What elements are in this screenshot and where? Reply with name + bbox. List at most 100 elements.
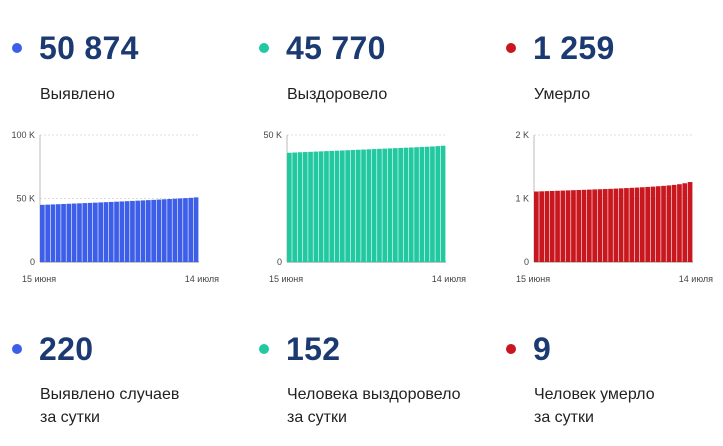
deaths-total-value: 1 259 xyxy=(533,30,615,66)
deaths-dot-icon xyxy=(506,43,516,53)
deaths-bar xyxy=(645,186,650,262)
detected-bar xyxy=(98,202,103,262)
deaths-bar xyxy=(587,189,592,262)
detected-bar xyxy=(61,203,66,262)
deaths-bar xyxy=(661,185,666,262)
deaths-bar xyxy=(629,187,635,262)
deaths-daily-dot-icon xyxy=(506,344,516,354)
recovered-bar xyxy=(371,149,377,262)
detected-daily: 220 xyxy=(12,329,93,369)
recovered-bar xyxy=(382,148,388,262)
detected-bar xyxy=(193,197,199,262)
deaths-daily-label: Человек умерло за сутки xyxy=(534,383,655,429)
deaths-daily-value: 9 xyxy=(533,331,552,367)
deaths-bar xyxy=(666,185,672,262)
detected-bar xyxy=(177,198,183,262)
recovered-bar xyxy=(355,149,361,262)
detected-bar xyxy=(156,199,162,262)
recovered-ytick-label: 50 K xyxy=(263,130,282,140)
detected-bar xyxy=(103,202,109,262)
detected-bar xyxy=(172,198,178,262)
recovered-bar xyxy=(350,149,356,262)
detected-bar xyxy=(161,199,167,262)
recovered-dot-icon xyxy=(259,43,269,53)
deaths-bar xyxy=(618,188,624,262)
detected-bar xyxy=(146,200,151,262)
recovered-bar xyxy=(329,150,335,262)
detected-bar xyxy=(71,203,77,262)
deaths-daily: 9 xyxy=(506,329,551,369)
recovered-bar xyxy=(435,146,441,262)
deaths-bar xyxy=(687,182,693,262)
recovered-bar xyxy=(302,152,308,262)
detected-dot-icon xyxy=(12,43,22,53)
detected-total-value: 50 874 xyxy=(39,30,139,66)
recovered-bar xyxy=(377,148,382,262)
deaths-bar xyxy=(571,190,576,262)
recovered-xtick-label-start: 15 июня xyxy=(269,274,303,284)
panel-recovered: 45 770 Выздоровело 0 50 K 15 июня 14 июля 1… xyxy=(247,0,488,446)
deaths-bar xyxy=(613,188,619,262)
recovered-bar xyxy=(345,150,350,262)
recovered-total-label: Выздоровело xyxy=(287,86,388,103)
detected-ytick-label: 100 K xyxy=(11,130,35,140)
detected-xtick-label-end: 14 июля xyxy=(185,274,219,284)
deaths-bar xyxy=(565,190,571,262)
deaths-bar xyxy=(640,187,645,262)
detected-bar xyxy=(50,204,56,262)
recovered-bar xyxy=(297,152,303,262)
detected-total: 50 874 xyxy=(12,28,139,68)
recovered-bar xyxy=(393,148,398,262)
recovered-bar xyxy=(440,145,446,262)
detected-bar xyxy=(167,198,172,262)
recovered-daily: 152 xyxy=(259,329,340,369)
recovered-bar xyxy=(318,151,324,262)
deaths-bar xyxy=(608,188,613,262)
detected-bar xyxy=(93,202,98,262)
recovered-ytick-label: 0 xyxy=(277,257,282,267)
detected-chart: 0 50 K 100 K 15 июня 14 июля xyxy=(11,130,219,284)
detected-ytick-label: 50 K xyxy=(16,194,35,204)
deaths-bar xyxy=(576,189,582,262)
deaths-bar xyxy=(655,186,661,262)
recovered-bar xyxy=(398,147,403,262)
deaths-bar xyxy=(682,183,688,262)
recovered-bar xyxy=(387,148,393,262)
recovered-bar xyxy=(308,151,313,262)
deaths-bar xyxy=(539,191,544,262)
deaths-bar xyxy=(634,187,640,262)
deaths-total: 1 259 xyxy=(506,28,615,68)
deaths-bar xyxy=(677,184,682,262)
deaths-xtick-label-end: 14 июля xyxy=(679,274,713,284)
detected-bar xyxy=(66,203,72,262)
recovered-chart: 0 50 K 15 июня 14 июля xyxy=(263,130,466,284)
panel-detected: 50 874 Выявлено 0 50 K 100 K 15 июня 14 июля… xyxy=(0,0,241,446)
deaths-bar xyxy=(624,188,629,262)
recovered-total-value: 45 770 xyxy=(286,30,386,66)
deaths-bar xyxy=(597,189,603,262)
recovered-bar xyxy=(403,147,409,262)
recovered-bar xyxy=(424,146,430,262)
panel-deaths: 1 259 Умерло 0 1 K 2 K 15 июня 14 июля 9 Чел… xyxy=(494,0,723,446)
detected-bar xyxy=(140,200,146,262)
detected-bar xyxy=(45,204,50,262)
recovered-bar xyxy=(287,152,292,262)
detected-daily-label: Выявлено случаев за сутки xyxy=(40,383,179,429)
deaths-ytick-label: 0 xyxy=(524,257,529,267)
recovered-daily-value: 152 xyxy=(286,331,341,367)
detected-bar xyxy=(188,197,194,262)
detected-bar xyxy=(87,202,93,262)
deaths-daily-label-line1: Человек умерло xyxy=(534,386,655,403)
recovered-bar xyxy=(366,149,372,262)
deaths-bar xyxy=(534,191,539,262)
deaths-chart: 0 1 K 2 K 15 июня 14 июля xyxy=(515,130,713,284)
detected-bar xyxy=(130,200,135,262)
detected-daily-value: 220 xyxy=(39,331,94,367)
deaths-xtick-label-start: 15 июня xyxy=(516,274,550,284)
recovered-xtick-label-end: 14 июля xyxy=(432,274,466,284)
deaths-bar xyxy=(560,190,566,262)
deaths-ytick-label: 1 K xyxy=(515,194,529,204)
detected-bar xyxy=(124,201,130,262)
detected-xtick-label-start: 15 июня xyxy=(22,274,56,284)
deaths-bar xyxy=(549,190,555,262)
